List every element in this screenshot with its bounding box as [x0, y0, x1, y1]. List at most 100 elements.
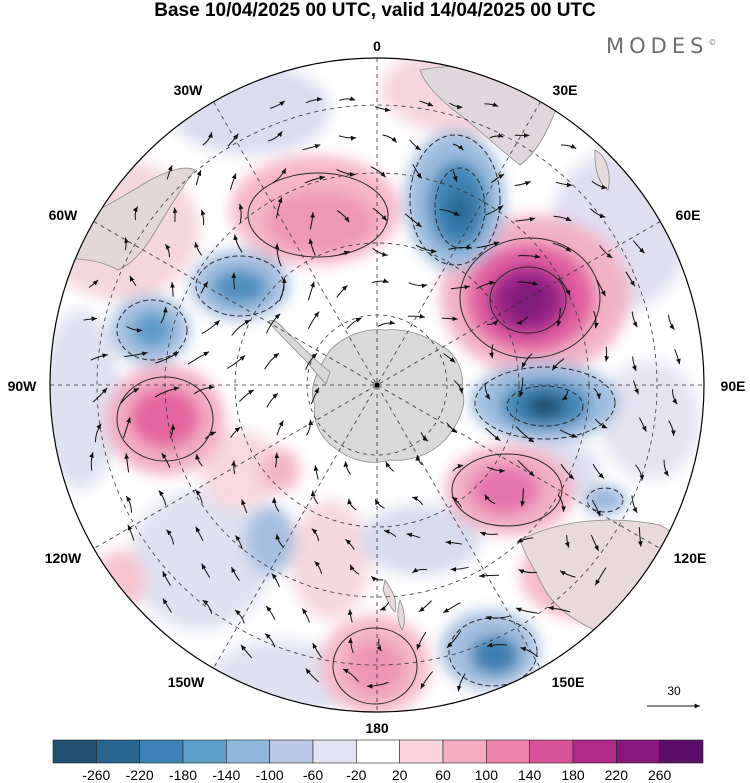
wind-arrow	[635, 464, 645, 481]
wind-arrow	[161, 452, 171, 468]
wind-arrow	[558, 277, 571, 296]
colorbar-swatch	[312, 739, 357, 764]
anomaly-negative-weak	[600, 360, 700, 480]
wind-arrow	[443, 602, 461, 614]
new-zealand-land	[382, 579, 405, 631]
label-120w: 120W	[45, 550, 82, 566]
meridian-30e-150w	[213, 101, 541, 669]
colorbar-swatch	[269, 739, 314, 764]
wind-arrow	[204, 431, 217, 440]
wind-arrow	[127, 524, 135, 541]
wind-arrow	[124, 453, 130, 473]
wind-arrow	[166, 529, 175, 545]
wind-arrow	[132, 206, 139, 221]
wind-arrow	[419, 100, 434, 107]
wind-arrow	[555, 181, 573, 188]
contour-negative	[474, 366, 616, 440]
colorbar-tick-label: -60	[303, 767, 323, 783]
wind-arrow	[407, 313, 426, 319]
wind-arrow	[305, 353, 318, 370]
wind-arrow	[631, 495, 638, 514]
label-0: 0	[373, 38, 381, 54]
wind-arrow	[346, 317, 362, 329]
label-30e: 30E	[553, 82, 578, 98]
wind-arrow	[170, 282, 175, 297]
anomaly-positive-max	[506, 280, 550, 320]
wind-arrow	[266, 392, 279, 408]
wind-arrow	[230, 426, 241, 438]
wind-arrow	[265, 605, 276, 621]
wind-arrow	[234, 609, 245, 624]
wind-arrow	[420, 432, 429, 442]
wind-arrow	[336, 285, 348, 298]
south-pole-marker	[374, 382, 380, 388]
wind-arrow	[446, 422, 458, 434]
wind-arrow	[451, 496, 463, 508]
wind-arrow	[633, 380, 639, 395]
colorbar-tick-label: 20	[392, 767, 408, 783]
anomaly-negative-weak	[360, 505, 480, 575]
madagascar-land	[594, 149, 610, 191]
wind-arrow	[94, 423, 102, 443]
antarctica-land	[312, 329, 465, 463]
wind-arrow	[154, 386, 180, 398]
colorbar-swatch	[659, 739, 704, 764]
wind-arrow	[551, 358, 565, 371]
colorbar-swatch	[572, 739, 617, 764]
contour-negative	[586, 487, 624, 513]
wind-arrow	[264, 633, 276, 648]
wind-arrow	[274, 452, 280, 468]
wind-arrow	[441, 316, 458, 322]
wind-arrow	[201, 319, 221, 334]
wind-arrow	[408, 282, 428, 289]
latitude-circle	[234, 242, 520, 528]
wind-arrow	[516, 315, 529, 325]
wind-arrow	[557, 494, 566, 512]
wind-arrow	[372, 207, 388, 222]
wind-arrow	[338, 250, 350, 256]
wind-arrow	[479, 573, 500, 579]
wind-arrow	[452, 464, 464, 472]
wind-arrow	[520, 488, 526, 507]
wind-arrow	[301, 608, 310, 623]
wind-arrow	[274, 243, 282, 267]
wind-arrow	[667, 314, 675, 331]
wind-arrow	[126, 326, 143, 333]
anomaly-negative-max	[446, 190, 474, 230]
wind-arrow	[120, 387, 140, 404]
wind-arrow	[336, 169, 356, 177]
wind-arrow	[241, 499, 248, 514]
wind-arrow	[638, 417, 647, 432]
wind-arrow	[515, 607, 538, 614]
wind-arrow	[556, 307, 562, 327]
colorbar-swatch	[616, 739, 660, 764]
wind-arrow	[564, 534, 570, 548]
wind-arrow	[443, 353, 456, 363]
map-disc	[50, 58, 704, 712]
wind-arrow	[231, 272, 237, 290]
wind-arrow	[264, 352, 280, 370]
wind-arrow	[162, 571, 172, 586]
wind-arrow	[129, 275, 137, 287]
wind-arrow	[519, 377, 524, 398]
wind-arrow	[347, 498, 357, 511]
wind-arrow	[484, 382, 491, 400]
meridian-60e-120w	[93, 221, 661, 549]
wind-arrow	[124, 237, 129, 251]
wind-arrow	[446, 630, 462, 649]
contour-negative	[506, 385, 584, 427]
wind-arrow	[674, 349, 681, 365]
wind-arrow	[590, 534, 600, 552]
label-60w: 60W	[49, 207, 79, 223]
wind-arrow	[515, 217, 536, 222]
wind-arrow	[625, 271, 636, 287]
anomaly-positive	[260, 448, 300, 492]
colorbar-swatch	[96, 739, 140, 764]
wind-arrow	[89, 452, 94, 471]
colorbar-swatch	[399, 739, 444, 764]
wind-arrow	[231, 460, 236, 475]
wind-arrow	[671, 389, 678, 405]
wind-arrow	[88, 279, 99, 288]
wind-arrow	[202, 132, 213, 146]
